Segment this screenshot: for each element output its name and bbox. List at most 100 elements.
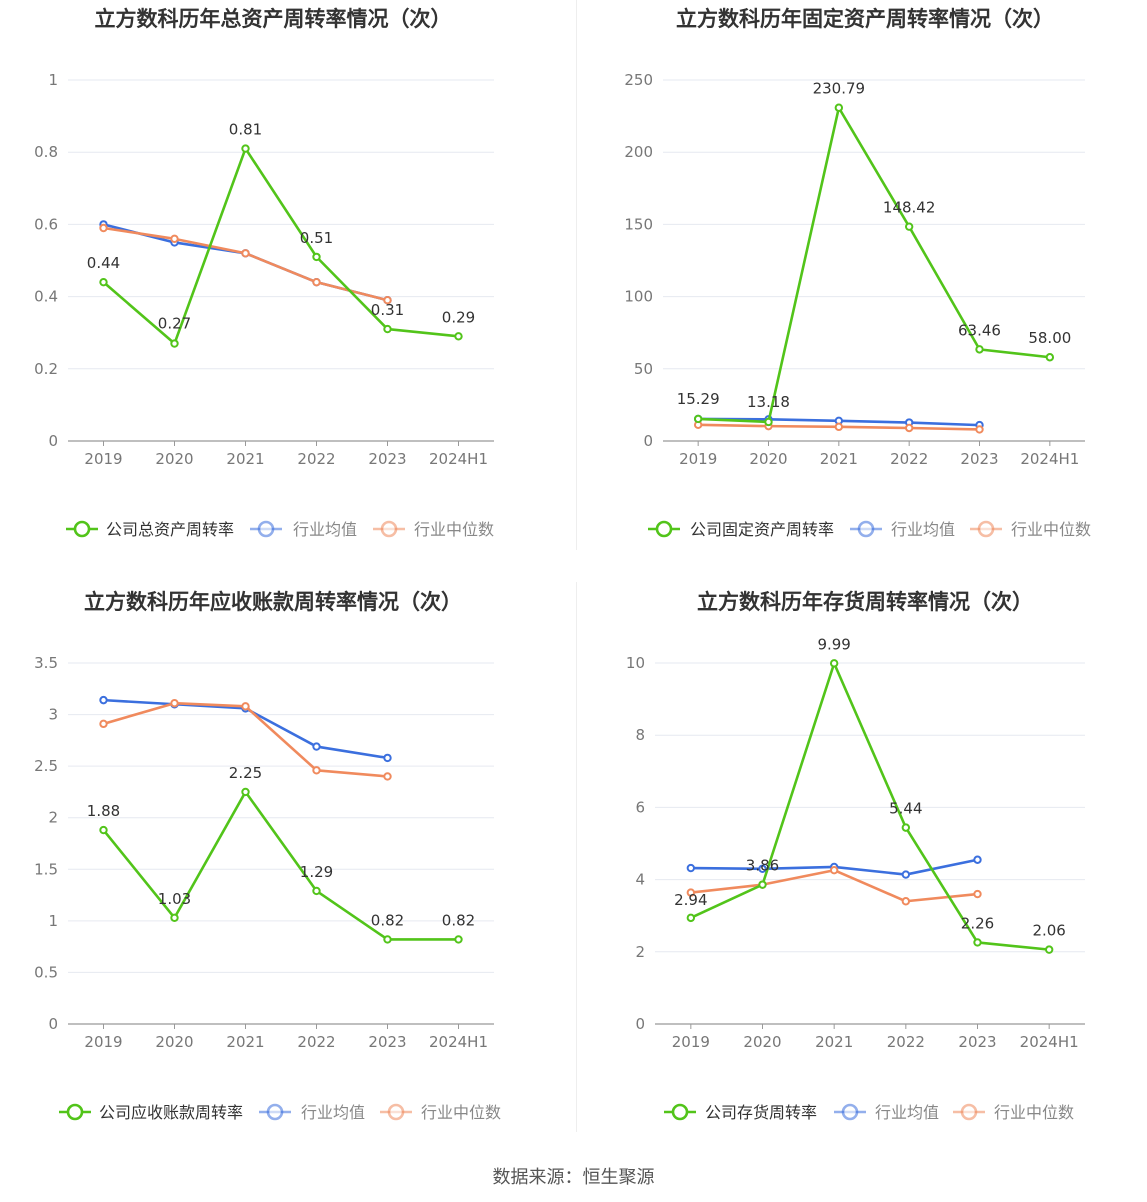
legend-marker [387, 1103, 405, 1121]
x-tick-label: 2021 [820, 450, 858, 468]
y-tick-label: 4 [635, 871, 645, 889]
data-label: 0.44 [87, 254, 120, 272]
y-tick-label: 0 [48, 432, 58, 450]
x-tick-label: 2020 [743, 1033, 781, 1051]
y-tick-label: 0.5 [34, 963, 58, 981]
y-tick-label: 1 [48, 71, 58, 89]
legend-label: 公司固定资产周转率 [690, 520, 834, 539]
x-tick-label: 2023 [958, 1033, 996, 1051]
legend-label: 行业中位数 [421, 1103, 501, 1122]
data-point [901, 870, 911, 879]
data-point [834, 103, 844, 112]
data-point [904, 423, 914, 433]
data-point [170, 339, 179, 348]
y-tick-label: 50 [634, 360, 653, 378]
legend-label: 公司总资产周转率 [106, 520, 234, 539]
data-point [686, 888, 696, 897]
y-tick-label: 250 [624, 71, 653, 89]
data-label: 0.82 [442, 911, 475, 929]
x-tick-label: 2022 [887, 1033, 925, 1051]
data-label: 148.42 [883, 199, 936, 217]
y-tick-label: 0.8 [34, 143, 58, 161]
y-tick-label: 6 [635, 798, 645, 816]
data-point [901, 897, 911, 906]
legend-label: 行业均值 [301, 1103, 365, 1122]
data-label: 1.03 [158, 890, 191, 908]
vertical-divider [576, 0, 577, 550]
chart-title: 立方数科历年存货周转率情况（次） [697, 590, 1033, 614]
x-tick-label: 2024H1 [1020, 450, 1079, 468]
legend-label: 行业均值 [891, 520, 955, 539]
data-point [383, 324, 392, 334]
data-label: 2.06 [1032, 922, 1065, 940]
data-label: 5.44 [889, 800, 922, 818]
data-label: 1.29 [300, 863, 333, 881]
x-tick-label: 2022 [297, 1033, 335, 1051]
legend-marker [977, 520, 995, 538]
data-point [312, 766, 321, 775]
x-tick-label: 2019 [679, 450, 717, 468]
x-tick-label: 2019 [84, 450, 122, 468]
data-point [834, 422, 844, 432]
chart-panel-3: 立方数科历年应收账款周转率情况（次） 0 0.5 1 1.5 2 2.5 3 3.5 2019 20… [34, 590, 501, 1122]
data-point [312, 252, 321, 262]
vertical-divider [576, 582, 577, 1132]
data-source: 数据来源：恒生聚源 [492, 1167, 655, 1188]
data-point [312, 277, 321, 287]
x-tick-label: 2020 [155, 450, 193, 468]
series-line [690, 662, 1050, 951]
data-label: 1.88 [87, 802, 120, 820]
data-point [99, 223, 108, 233]
data-label: 15.29 [677, 390, 720, 408]
x-tick-label: 2021 [226, 1033, 264, 1051]
x-tick-label: 2022 [297, 450, 335, 468]
data-label: 0.29 [442, 308, 475, 326]
y-tick-label: 0 [643, 432, 653, 450]
y-tick-label: 8 [635, 726, 645, 744]
y-tick-label: 0.2 [34, 360, 58, 378]
data-label: 0.81 [229, 121, 262, 139]
x-tick-label: 2023 [960, 450, 998, 468]
legend-label: 行业中位数 [1011, 520, 1091, 539]
data-point [241, 702, 250, 711]
legend-marker [960, 1103, 978, 1121]
data-point [764, 417, 773, 427]
legend-label: 行业均值 [293, 520, 357, 539]
data-point [170, 699, 179, 708]
x-tick-label: 2020 [155, 1033, 193, 1051]
data-point [901, 823, 911, 832]
x-tick-label: 2021 [226, 450, 264, 468]
data-point [973, 889, 982, 899]
data-point [1044, 945, 1054, 954]
series-line [102, 790, 459, 941]
y-tick-label: 200 [624, 143, 653, 161]
data-point [170, 913, 179, 922]
legend-label: 公司应收账款周转率 [99, 1103, 243, 1122]
data-point [99, 825, 108, 835]
y-tick-label: 0.6 [34, 215, 58, 233]
y-tick-label: 3 [48, 706, 58, 724]
series-line [103, 226, 388, 302]
data-label: 63.46 [958, 321, 1001, 339]
y-tick-label: 0 [48, 1015, 58, 1033]
legend-marker [266, 1103, 284, 1121]
series-line [102, 147, 459, 345]
legend-marker [841, 1103, 859, 1121]
x-tick-label: 2023 [368, 1033, 406, 1051]
data-point [241, 144, 250, 153]
data-point [383, 296, 392, 305]
data-label: 13.18 [747, 393, 790, 411]
y-tick-label: 1.5 [34, 860, 58, 878]
x-tick-label: 2024H1 [429, 450, 488, 468]
x-tick-label: 2019 [672, 1033, 710, 1051]
data-point [686, 913, 696, 923]
data-point [975, 345, 984, 354]
legend-marker [380, 520, 398, 538]
chart-title: 立方数科历年应收账款周转率情况（次） [84, 590, 462, 614]
chart-title: 立方数科历年固定资产周转率情况（次） [676, 7, 1054, 31]
y-tick-label: 10 [626, 654, 645, 672]
data-label: 0.51 [300, 229, 333, 247]
data-label: 3.86 [746, 857, 779, 875]
